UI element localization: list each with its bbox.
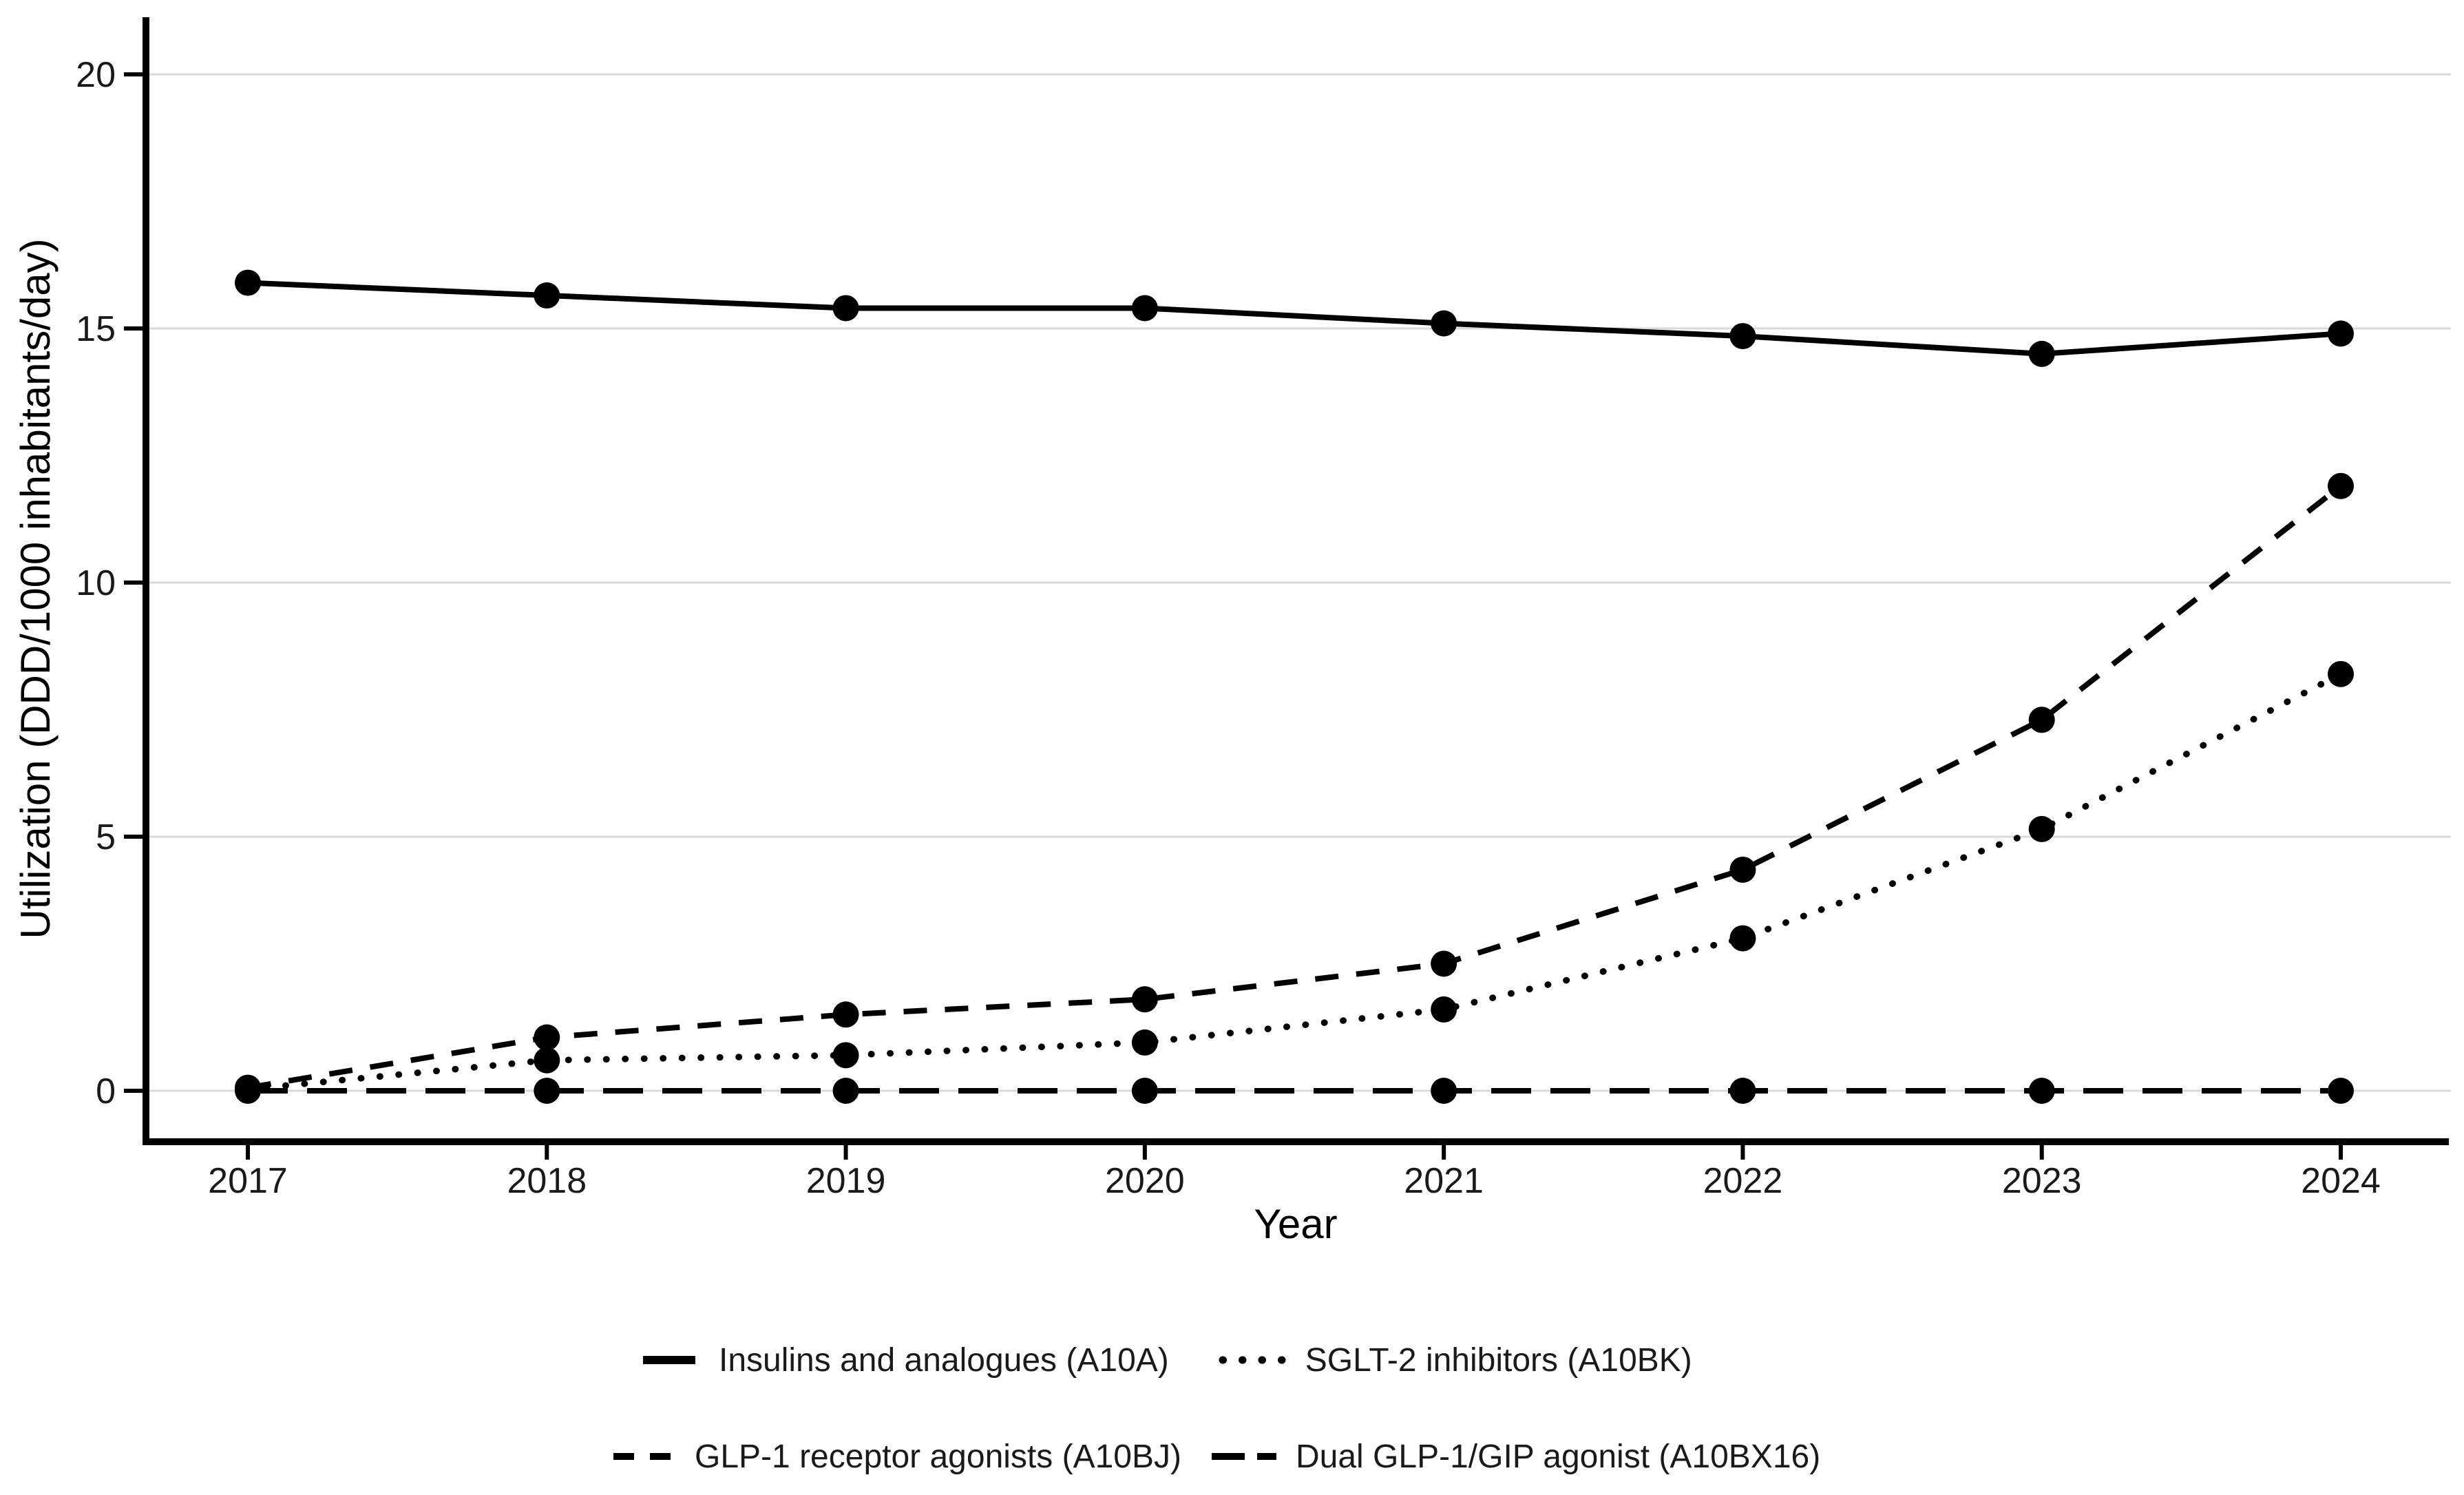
- data-point-sglt2-2020: [1131, 1029, 1158, 1056]
- data-point-dual-2017: [235, 1078, 261, 1104]
- series-line-insulins: [247, 280, 2341, 357]
- data-point-dual-2020: [1131, 1078, 1158, 1104]
- legend-label-sglt2: SGLT-2 inhibitors (A10BK): [1305, 1341, 1692, 1379]
- y-axis-title: Utilization (DDD/1000 inhabitants/day): [12, 238, 59, 939]
- data-point-dual-2021: [1431, 1078, 1457, 1104]
- x-tick-label-2021: 2021: [1404, 1161, 1484, 1201]
- y-tick-label-20: 20: [76, 55, 116, 95]
- legend-item-sglt2: SGLT-2 inhibitors (A10BK): [1217, 1339, 1692, 1381]
- series-line-glp1: [247, 483, 2343, 1091]
- data-point-glp1-2019: [832, 1001, 859, 1028]
- data-point-sglt2-2023: [2028, 815, 2055, 842]
- data-point-sglt2-2021: [1431, 996, 1457, 1023]
- data-point-insulins-2017: [235, 269, 261, 296]
- data-point-dual-2023: [2028, 1078, 2055, 1104]
- legend-item-dual: Dual GLP-1/GIP agonist (A10BX16): [1210, 1435, 1820, 1478]
- data-point-glp1-2022: [1729, 856, 1756, 883]
- x-tick-label-2017: 2017: [208, 1161, 288, 1201]
- data-point-insulins-2022: [1729, 323, 1756, 350]
- x-tick-label-2024: 2024: [2301, 1161, 2381, 1201]
- data-point-dual-2024: [2328, 1078, 2354, 1104]
- data-point-glp1-2018: [534, 1024, 560, 1051]
- data-point-insulins-2020: [1131, 295, 1158, 322]
- x-tick-label-2022: 2022: [1703, 1161, 1783, 1201]
- x-axis-title: Year: [1254, 1201, 1337, 1247]
- data-point-glp1-2024: [2328, 472, 2354, 499]
- x-tick-label-2020: 2020: [1105, 1161, 1185, 1201]
- data-point-glp1-2020: [1131, 986, 1158, 1013]
- x-tick-label-2018: 2018: [507, 1161, 587, 1201]
- data-point-dual-2018: [534, 1078, 560, 1104]
- series-line-sglt2: [244, 671, 2344, 1093]
- y-tick-label-0: 0: [96, 1071, 116, 1111]
- y-tick-label-15: 15: [76, 309, 116, 349]
- data-point-insulins-2024: [2328, 320, 2354, 347]
- data-point-insulins-2018: [534, 282, 560, 309]
- data-point-sglt2-2019: [832, 1042, 859, 1069]
- legend-label-dual: Dual GLP-1/GIP agonist (A10BX16): [1296, 1438, 1821, 1475]
- data-point-dual-2022: [1729, 1078, 1756, 1104]
- x-tick-label-2019: 2019: [806, 1161, 886, 1201]
- legend-item-glp1: GLP-1 receptor agonists (A10BJ): [612, 1435, 1181, 1478]
- legend-label-glp1: GLP-1 receptor agonists (A10BJ): [695, 1438, 1181, 1475]
- legend-key-dashed-line: [613, 1453, 675, 1460]
- legend-key-dotted-line: [1219, 1356, 1287, 1364]
- legend-row-2: GLP-1 receptor agonists (A10BJ) Dual GLP…: [612, 1435, 1820, 1478]
- data-point-sglt2-2024: [2328, 660, 2354, 687]
- legend-item-insulins: Insulins and analogues (A10A): [638, 1339, 1169, 1381]
- legend-key-longdash-line: [1212, 1453, 1276, 1460]
- legend-row-1: Insulins and analogues (A10A) SGLT-2 inh…: [638, 1339, 1692, 1381]
- data-point-sglt2-2022: [1729, 925, 1756, 952]
- legend-label-insulins: Insulins and analogues (A10A): [719, 1341, 1169, 1379]
- data-point-insulins-2023: [2028, 340, 2055, 367]
- y-tick-label-10: 10: [76, 563, 116, 603]
- data-point-glp1-2021: [1431, 950, 1457, 977]
- legend-key-solid-line: [643, 1356, 695, 1364]
- y-tick-label-5: 5: [96, 817, 116, 857]
- data-point-glp1-2023: [2028, 707, 2055, 733]
- data-point-dual-2019: [832, 1078, 859, 1104]
- x-tick-label-2023: 2023: [2002, 1161, 2082, 1201]
- data-point-insulins-2019: [832, 295, 859, 322]
- data-point-sglt2-2018: [534, 1047, 560, 1074]
- data-point-insulins-2021: [1431, 310, 1457, 337]
